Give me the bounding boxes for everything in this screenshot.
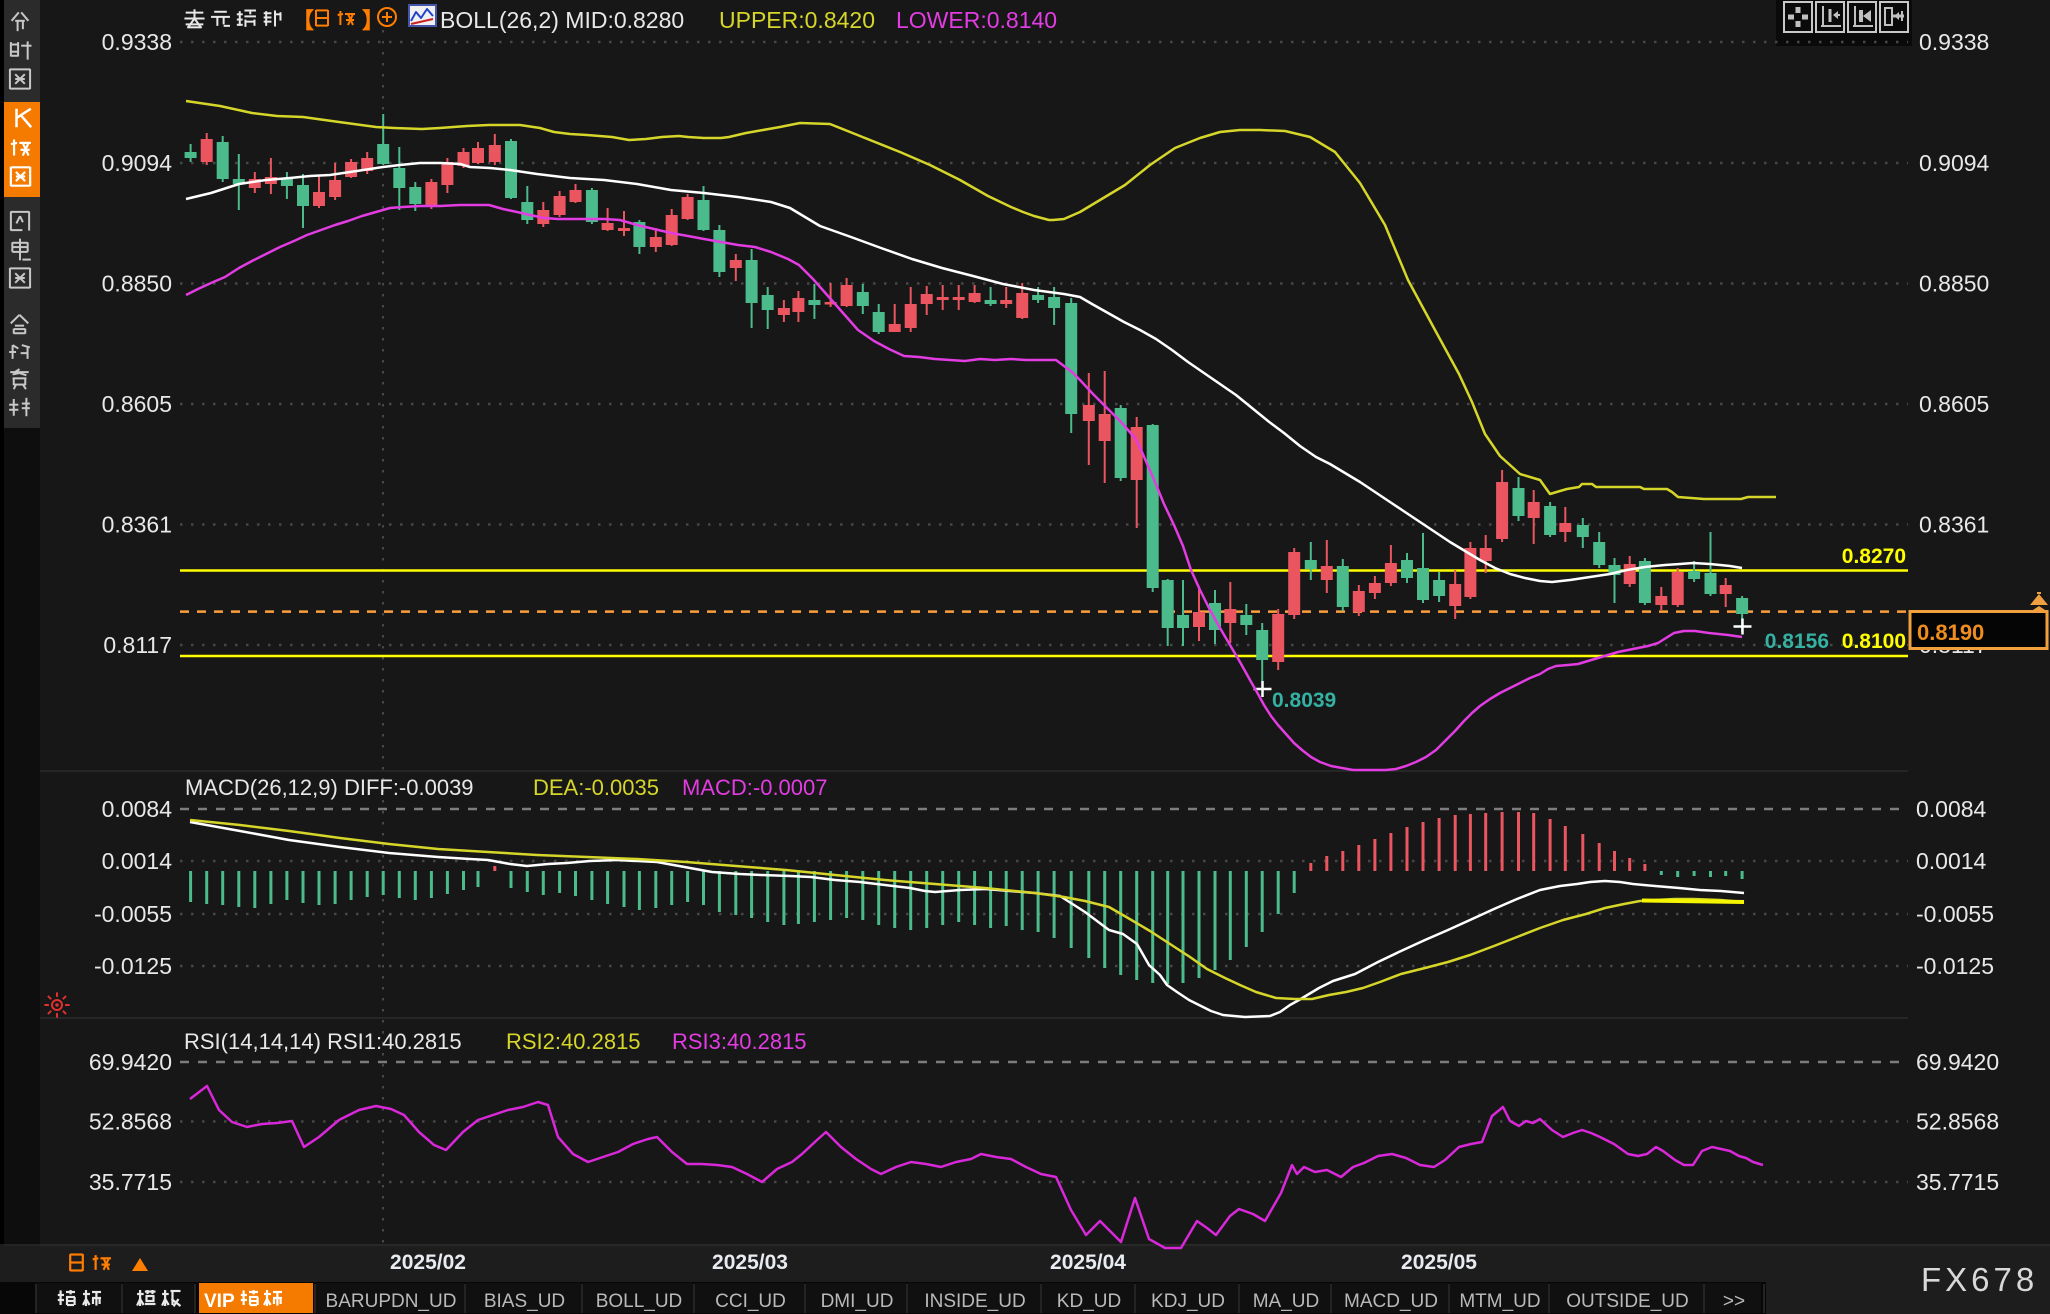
svg-text:0.8850: 0.8850 <box>102 271 172 297</box>
svg-text:0.8156: 0.8156 <box>1765 630 1829 653</box>
svg-text:RSI2:40.2815: RSI2:40.2815 <box>506 1029 641 1054</box>
svg-text:-0.0125: -0.0125 <box>94 953 172 979</box>
svg-text:0.9338: 0.9338 <box>102 29 172 55</box>
svg-text:52.8568: 52.8568 <box>1916 1109 1999 1135</box>
svg-text:MACD:-0.0007: MACD:-0.0007 <box>682 775 828 800</box>
svg-text:INSIDE_UD: INSIDE_UD <box>924 1291 1025 1312</box>
svg-text:UPPER:0.8420: UPPER:0.8420 <box>719 7 875 33</box>
svg-text:0.9094: 0.9094 <box>1919 150 1990 176</box>
svg-text:0.0014: 0.0014 <box>102 848 173 874</box>
svg-text:MACD(26,12,9) DIFF:-0.0039: MACD(26,12,9) DIFF:-0.0039 <box>185 775 474 800</box>
svg-text:OUTSIDE_UD: OUTSIDE_UD <box>1566 1291 1688 1312</box>
svg-text:0.8190: 0.8190 <box>1917 620 1984 645</box>
svg-text:35.7715: 35.7715 <box>89 1169 172 1195</box>
svg-text:RSI3:40.2815: RSI3:40.2815 <box>672 1029 807 1054</box>
svg-text:0.8361: 0.8361 <box>102 512 172 538</box>
svg-text:0.8605: 0.8605 <box>1919 391 1989 417</box>
svg-text:0.8850: 0.8850 <box>1919 271 1989 297</box>
svg-text:DEA:-0.0035: DEA:-0.0035 <box>533 775 659 800</box>
svg-text:RSI(14,14,14) RSI1:40.2815: RSI(14,14,14) RSI1:40.2815 <box>184 1029 462 1054</box>
svg-text:LOWER:0.8140: LOWER:0.8140 <box>896 7 1057 33</box>
svg-text:BIAS_UD: BIAS_UD <box>484 1291 565 1312</box>
svg-text:FX678: FX678 <box>1921 1261 2038 1298</box>
svg-text:69.9420: 69.9420 <box>89 1049 172 1075</box>
svg-text:0.8117: 0.8117 <box>103 632 172 658</box>
svg-text:-0.0055: -0.0055 <box>1916 901 1994 927</box>
svg-text:0.9094: 0.9094 <box>102 150 173 176</box>
svg-text:35.7715: 35.7715 <box>1916 1169 1999 1195</box>
svg-text:MACD_UD: MACD_UD <box>1344 1291 1438 1312</box>
svg-text:VIP: VIP <box>204 1291 235 1312</box>
svg-text:0.0014: 0.0014 <box>1916 848 1987 874</box>
svg-text:0.9338: 0.9338 <box>1919 29 1989 55</box>
svg-text:0.0084: 0.0084 <box>102 796 173 822</box>
svg-text:2025/02: 2025/02 <box>390 1251 466 1274</box>
svg-text:2025/04: 2025/04 <box>1050 1251 1126 1274</box>
svg-text:MA_UD: MA_UD <box>1253 1291 1320 1312</box>
svg-text:-0.0055: -0.0055 <box>94 901 172 927</box>
svg-text:0.0084: 0.0084 <box>1916 796 1987 822</box>
svg-text:>>: >> <box>1723 1291 1745 1312</box>
svg-text:BARUPDN_UD: BARUPDN_UD <box>326 1291 457 1312</box>
svg-text:KDJ_UD: KDJ_UD <box>1151 1291 1225 1312</box>
svg-text:2025/03: 2025/03 <box>712 1251 788 1274</box>
svg-text:DMI_UD: DMI_UD <box>821 1291 894 1312</box>
svg-text:KD_UD: KD_UD <box>1057 1291 1121 1312</box>
svg-text:BOLL_UD: BOLL_UD <box>596 1291 683 1312</box>
svg-text:-0.0125: -0.0125 <box>1916 953 1994 979</box>
svg-text:CCI_UD: CCI_UD <box>715 1291 786 1312</box>
svg-text:0.8270: 0.8270 <box>1842 545 1906 568</box>
svg-text:0.8361: 0.8361 <box>1919 512 1989 538</box>
svg-text:2025/05: 2025/05 <box>1401 1251 1477 1274</box>
svg-text:69.9420: 69.9420 <box>1916 1049 1999 1075</box>
svg-text:0.8605: 0.8605 <box>102 391 172 417</box>
svg-text:【: 【 <box>292 8 314 33</box>
svg-text:52.8568: 52.8568 <box>89 1109 172 1135</box>
svg-text:0.8100: 0.8100 <box>1842 630 1906 653</box>
svg-text:MTM_UD: MTM_UD <box>1459 1291 1540 1312</box>
svg-text:BOLL(26,2) MID:0.8280: BOLL(26,2) MID:0.8280 <box>440 7 684 33</box>
svg-text:0.8039: 0.8039 <box>1272 689 1336 712</box>
